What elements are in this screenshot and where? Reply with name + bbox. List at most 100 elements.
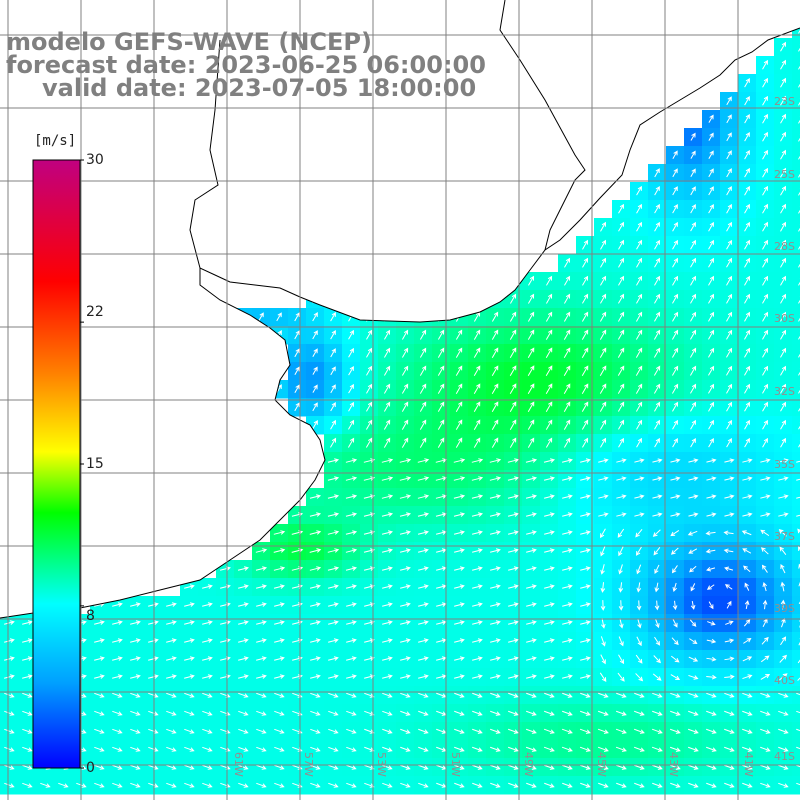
wind-arrow: [184, 764, 195, 770]
wind-arrow: [130, 728, 141, 734]
wind-arrow: [130, 602, 141, 607]
wind-arrow: [707, 621, 716, 626]
wind-arrow: [653, 383, 661, 394]
wind-arrow: [400, 638, 411, 643]
wind-arrow: [472, 764, 483, 770]
wind-arrow: [346, 620, 357, 625]
wind-arrow: [617, 365, 625, 376]
wind-arrow: [94, 710, 105, 716]
wind-arrow: [437, 437, 445, 448]
wind-arrow: [600, 636, 606, 647]
wind-arrow: [525, 746, 537, 752]
wind-arrow: [94, 674, 105, 679]
wind-arrow: [562, 584, 573, 589]
wind-arrow: [526, 692, 537, 698]
wind-arrow: [635, 401, 643, 412]
wind-arrow: [507, 458, 520, 463]
wind-arrow: [346, 638, 357, 643]
wind-arrow: [561, 746, 573, 752]
wind-arrow: [635, 654, 643, 664]
wind-arrow: [166, 692, 177, 698]
wind-arrow: [762, 167, 768, 178]
wind-arrow: [166, 620, 177, 625]
wind-arrow: [742, 656, 753, 662]
wind-arrow: [365, 419, 373, 430]
wind-arrow: [599, 383, 607, 394]
wind-arrow: [690, 132, 696, 141]
wind-arrow: [184, 782, 195, 788]
wind-arrow: [780, 564, 786, 574]
wind-arrow: [417, 458, 430, 463]
wind-arrow: [312, 330, 318, 340]
wind-arrow: [742, 764, 753, 770]
wind-arrow: [526, 638, 537, 643]
wind-arrow: [580, 584, 591, 589]
wind-arrow: [778, 458, 789, 463]
wind-arrow: [760, 476, 771, 481]
wind-arrow: [561, 710, 573, 716]
wind-arrow: [346, 764, 357, 770]
wind-arrow: [471, 458, 484, 463]
wind-arrow: [780, 437, 786, 448]
wind-arrow: [544, 638, 555, 643]
wind-arrow: [796, 460, 800, 463]
wind-arrow: [364, 782, 375, 788]
wind-arrow: [490, 566, 501, 571]
wind-arrow: [780, 347, 787, 358]
wind-arrow: [4, 638, 15, 643]
wind-arrow: [400, 728, 411, 734]
wind-arrow: [618, 239, 625, 250]
wind-arrow: [636, 275, 643, 286]
wind-arrow: [238, 602, 249, 607]
wind-arrow: [706, 638, 717, 644]
wind-arrow: [654, 600, 660, 611]
wind-arrow: [726, 365, 733, 376]
wind-arrow: [130, 746, 141, 752]
wind-arrow: [363, 476, 376, 481]
wind-arrow: [366, 329, 373, 340]
wind-arrow: [582, 257, 589, 268]
wind-arrow: [670, 547, 679, 555]
wind-arrow: [112, 782, 123, 788]
wind-arrow: [508, 566, 519, 571]
wind-arrow: [148, 602, 159, 607]
wind-arrow: [400, 674, 411, 679]
wind-arrow: [509, 347, 517, 358]
wind-arrow: [543, 728, 555, 734]
wind-arrow: [634, 710, 645, 716]
wind-arrow: [94, 746, 105, 752]
wind-arrow: [616, 476, 627, 481]
wind-arrow: [672, 437, 678, 448]
wind-arrow: [202, 764, 213, 770]
wind-arrow: [401, 437, 409, 448]
wind-arrow: [382, 584, 393, 589]
wind-arrow: [274, 620, 285, 625]
wind-arrow: [437, 365, 445, 376]
wind-arrow: [670, 764, 681, 770]
wind-arrow: [490, 548, 501, 553]
wind-arrow: [563, 329, 571, 340]
wind-arrow: [453, 476, 466, 481]
wind-arrow: [762, 77, 768, 88]
wind-arrow: [437, 419, 445, 430]
wind-arrow: [525, 476, 538, 481]
wind-arrow: [724, 494, 735, 499]
wind-arrow: [742, 476, 753, 481]
wind-arrow: [4, 746, 15, 752]
wind-arrow: [437, 347, 445, 358]
wind-arrow: [798, 44, 800, 52]
wind-arrow: [525, 494, 537, 499]
wind-arrow: [564, 275, 571, 286]
wind-arrow: [471, 512, 483, 517]
wind-arrow: [617, 329, 625, 340]
wind-arrow: [636, 185, 642, 196]
wind-arrow: [562, 602, 573, 607]
wind-arrow: [546, 275, 553, 286]
wind-arrow: [798, 422, 800, 430]
longitude-label: 45W: [595, 752, 608, 777]
wind-arrow: [437, 401, 445, 412]
wind-arrow: [543, 476, 555, 481]
wind-arrow: [744, 77, 750, 88]
wind-arrow: [274, 638, 285, 643]
wind-arrow: [383, 419, 391, 430]
